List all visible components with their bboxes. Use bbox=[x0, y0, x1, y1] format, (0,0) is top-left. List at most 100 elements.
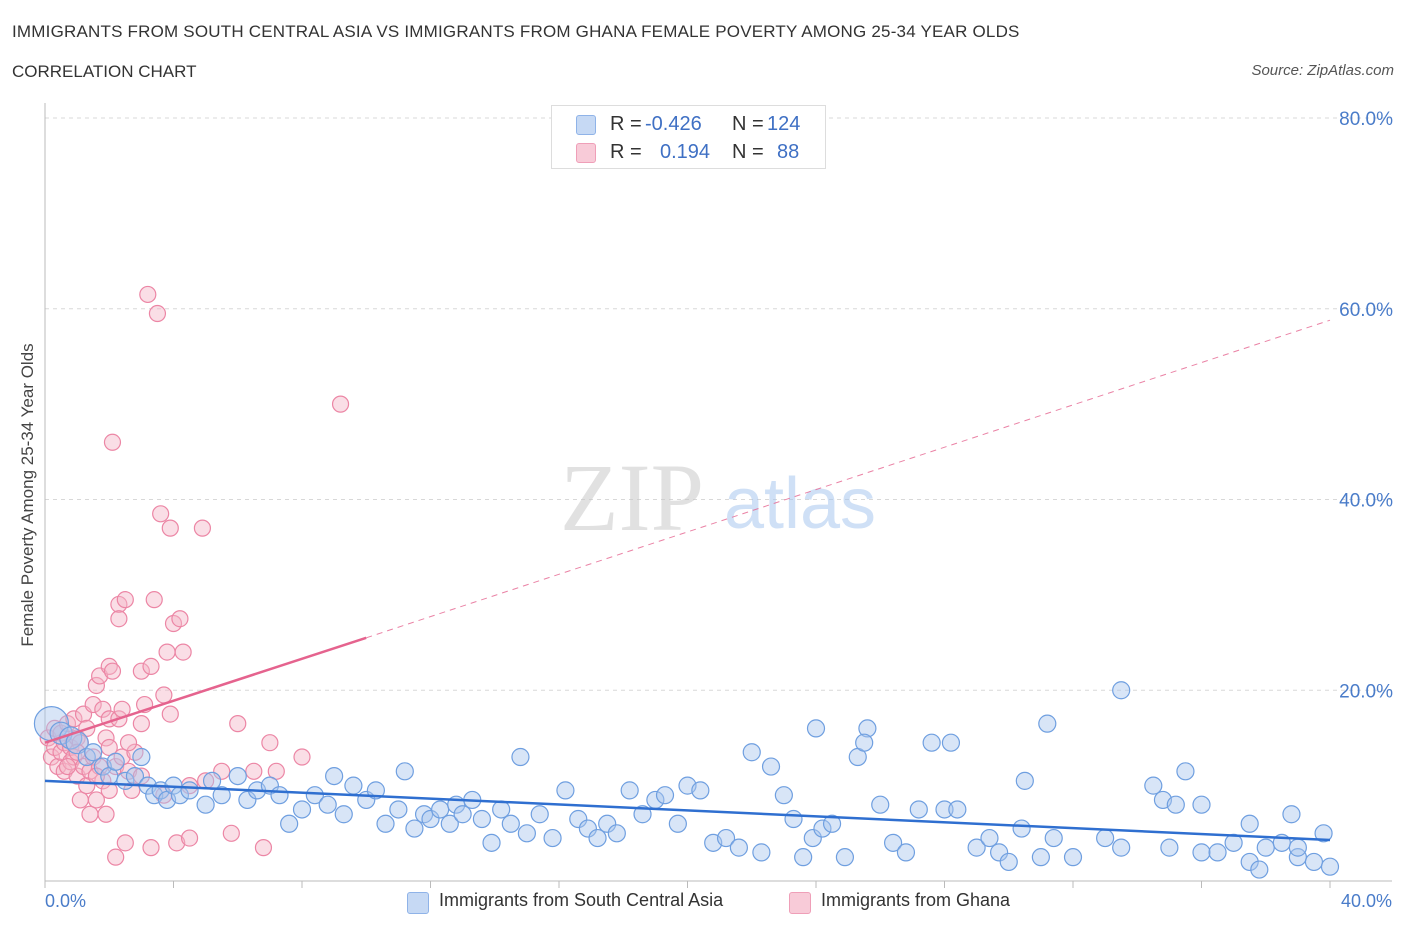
south-central-asia-point bbox=[405, 819, 424, 838]
south-central-asia-point bbox=[318, 795, 337, 814]
ghana-points bbox=[39, 285, 350, 866]
south-central-asia-point bbox=[344, 776, 363, 795]
ghana-point bbox=[161, 519, 179, 537]
ghana-point bbox=[261, 734, 279, 752]
ghana-point bbox=[116, 591, 134, 609]
ghana-point bbox=[62, 753, 80, 771]
south-central-asia-point bbox=[556, 781, 575, 800]
south-central-asia-point bbox=[803, 828, 822, 848]
south-central-asia-point bbox=[334, 805, 353, 824]
chart-title: IMMIGRANTS FROM SOUTH CENTRAL ASIA VS IM… bbox=[12, 22, 1020, 41]
ghana-point bbox=[254, 839, 273, 857]
south-central-asia-point bbox=[1288, 838, 1307, 857]
south-central-asia-point bbox=[1144, 776, 1163, 795]
south-central-asia-point bbox=[588, 828, 607, 848]
south-central-asia-trend-line bbox=[44, 779, 1331, 842]
bottom-legend-swatch-pink bbox=[789, 892, 811, 914]
ghana-point bbox=[193, 519, 212, 537]
ghana-point bbox=[142, 839, 160, 857]
south-central-asia-point bbox=[742, 743, 761, 762]
ghana-point bbox=[81, 805, 99, 823]
south-central-asia-point bbox=[530, 805, 549, 824]
legend-r-label: R = bbox=[610, 141, 642, 163]
legend-swatch-blue bbox=[576, 115, 596, 135]
ghana-point bbox=[142, 657, 160, 676]
south-central-asia-point bbox=[569, 809, 588, 829]
south-central-asia-point bbox=[822, 814, 842, 833]
south-central-asia-point bbox=[431, 800, 450, 819]
trend-lines bbox=[44, 319, 1331, 842]
south-central-asia-point bbox=[543, 828, 562, 848]
ghana-point bbox=[42, 748, 61, 766]
source-credit: Source: ZipAtlas.com bbox=[1251, 62, 1394, 79]
south-central-asia-point bbox=[228, 766, 247, 786]
south-central-asia-point bbox=[1176, 762, 1195, 781]
south-central-asia-point bbox=[1314, 824, 1333, 843]
south-central-asia-point bbox=[501, 814, 520, 833]
south-central-asia-point bbox=[421, 809, 440, 829]
legend-n-value: 88 bbox=[777, 141, 800, 163]
south-central-asia-point bbox=[935, 800, 954, 819]
south-central-asia-point bbox=[482, 833, 501, 852]
south-central-asia-point bbox=[858, 719, 877, 738]
south-central-asia-point bbox=[1240, 852, 1259, 872]
x-tick-max: 40.0% bbox=[1340, 891, 1392, 911]
south-central-asia-point bbox=[180, 781, 199, 800]
south-central-asia-point bbox=[1038, 714, 1057, 733]
south-central-asia-point bbox=[1192, 843, 1211, 862]
ghana-point bbox=[174, 643, 192, 661]
south-central-asia-point bbox=[280, 814, 299, 833]
ghana-point bbox=[168, 834, 186, 852]
south-central-asia-point bbox=[729, 838, 749, 857]
y-tick-label: 80.0% bbox=[1339, 109, 1393, 130]
y-tick-label: 20.0% bbox=[1339, 681, 1393, 702]
y-tick-label: 40.0% bbox=[1339, 491, 1393, 512]
south-central-asia-point bbox=[620, 781, 639, 800]
south-central-asia-point bbox=[598, 814, 617, 833]
ghana-point bbox=[139, 285, 157, 304]
ghana-point bbox=[171, 610, 189, 628]
south-central-asia-point bbox=[472, 809, 491, 829]
south-central-asia-point bbox=[1304, 852, 1324, 872]
ghana-point bbox=[180, 829, 199, 847]
south-central-asia-point bbox=[202, 771, 222, 790]
south-central-asia-point bbox=[716, 828, 736, 848]
ghana-point bbox=[293, 748, 311, 766]
ghana-point bbox=[222, 824, 240, 842]
south-central-asia-point bbox=[967, 838, 986, 857]
south-central-asia-point bbox=[389, 800, 408, 819]
south-central-asia-point bbox=[305, 786, 324, 805]
south-central-asia-point bbox=[1240, 814, 1259, 833]
ghana-point bbox=[94, 700, 112, 718]
legend-r-value: 0.194 bbox=[660, 141, 711, 163]
ghana-point bbox=[123, 781, 141, 799]
ghana-point bbox=[116, 834, 134, 852]
south-central-asia-point bbox=[1112, 681, 1131, 700]
south-central-asia-point bbox=[871, 795, 890, 814]
legend-n-label: N = bbox=[732, 113, 764, 135]
south-central-asia-point bbox=[440, 814, 459, 833]
ghana-point bbox=[97, 729, 115, 747]
south-central-asia-point bbox=[990, 843, 1009, 862]
south-central-asia-point bbox=[883, 833, 903, 852]
south-central-asia-point bbox=[196, 795, 215, 814]
ghana-point bbox=[132, 715, 150, 733]
bottom-legend-swatch-blue bbox=[407, 892, 429, 914]
south-central-asia-point bbox=[1044, 828, 1063, 848]
ghana-point bbox=[58, 757, 77, 776]
ghana-point bbox=[100, 781, 118, 799]
ghana-point bbox=[103, 662, 122, 680]
south-central-asia-point bbox=[784, 809, 803, 829]
south-central-asia-point bbox=[511, 747, 530, 767]
ghana-point bbox=[119, 734, 138, 752]
south-central-asia-point bbox=[270, 786, 289, 805]
watermark-zip: ZIP bbox=[560, 444, 704, 551]
south-central-asia-point bbox=[774, 786, 793, 805]
x-tick-min: 0.0% bbox=[45, 891, 87, 911]
legend-r-label: R = bbox=[610, 113, 642, 135]
south-central-asia-point bbox=[453, 805, 472, 824]
south-central-asia-point bbox=[607, 824, 626, 843]
ghana-point bbox=[161, 705, 179, 723]
south-central-asia-point bbox=[761, 757, 781, 776]
south-central-asia-points bbox=[33, 681, 1340, 879]
